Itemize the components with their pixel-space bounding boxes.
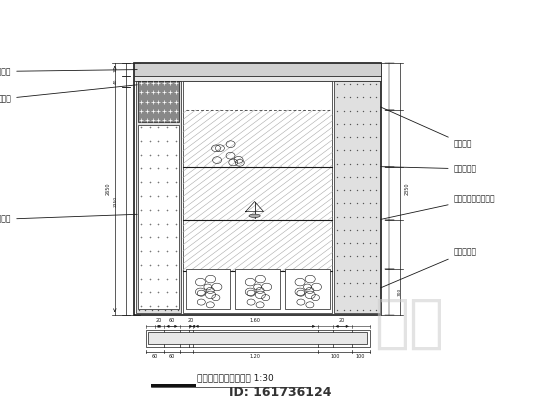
Text: 1.60: 1.60 (250, 318, 261, 323)
Bar (138, 125, 179, 309)
Text: 100: 100 (356, 354, 365, 360)
Bar (134, 76, 381, 81)
Text: 内嵌灯业: 内嵌灯业 (381, 107, 472, 148)
Text: 仿石线条: 仿石线条 (0, 67, 137, 76)
Text: 10: 10 (114, 67, 118, 72)
Bar (134, 63, 381, 315)
Text: 知末: 知末 (374, 295, 444, 352)
Bar (334, 81, 380, 313)
Text: ID: 161736124: ID: 161736124 (228, 386, 332, 399)
Bar (138, 81, 179, 123)
Bar (136, 81, 181, 313)
Text: 不锈钢片（内嵌灯业: 不锈钢片（内嵌灯业 (381, 194, 495, 219)
Text: 液晶显示: 液晶显示 (0, 214, 137, 224)
Text: 700: 700 (398, 288, 402, 296)
Bar (285, 269, 329, 309)
Text: 大厅展品柜造型立面图 1:30: 大厅展品柜造型立面图 1:30 (197, 373, 274, 383)
Text: 20: 20 (339, 318, 346, 323)
Bar (186, 269, 230, 309)
Bar (146, 330, 370, 346)
Text: 100: 100 (330, 354, 339, 360)
Text: 60: 60 (151, 354, 158, 360)
Text: 雕花顶: 雕花顶 (0, 85, 137, 103)
Text: 20: 20 (156, 318, 162, 323)
Bar (134, 63, 381, 76)
Bar (236, 269, 279, 309)
Text: 双色下帘线: 双色下帘线 (381, 164, 477, 173)
Text: 60: 60 (169, 354, 175, 360)
Ellipse shape (249, 214, 260, 218)
Text: 2350: 2350 (114, 195, 118, 207)
Text: 60: 60 (169, 318, 175, 323)
Text: 2650: 2650 (106, 183, 110, 195)
Bar (148, 332, 367, 344)
Text: 1.20: 1.20 (250, 354, 261, 360)
Text: 40: 40 (114, 79, 118, 84)
Bar (151, 384, 196, 387)
Text: 20: 20 (188, 318, 194, 323)
Bar (183, 81, 332, 313)
Text: 2350: 2350 (405, 183, 409, 195)
Text: 白色雕花门: 白色雕花门 (381, 247, 477, 288)
